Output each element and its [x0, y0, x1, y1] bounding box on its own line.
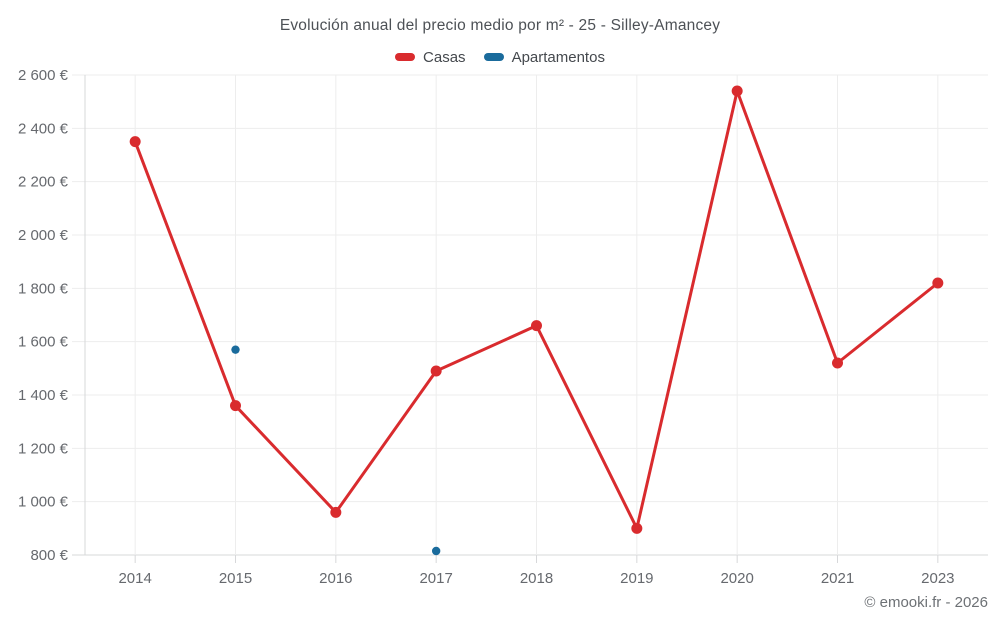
y-axis-tick-label: 2 200 €: [18, 174, 69, 191]
data-point-casas-2015[interactable]: [230, 400, 241, 412]
casas-series-swatch-icon: [395, 53, 416, 61]
x-axis-tick-label: 2015: [219, 570, 252, 587]
legend-item-casas[interactable]: Casas: [395, 49, 466, 66]
data-point-casas-2014[interactable]: [129, 136, 141, 148]
chart-legend: Casas Apartamentos: [0, 46, 1000, 68]
legend-label-casas: Casas: [423, 48, 466, 66]
data-point-casas-2016[interactable]: [330, 506, 342, 518]
y-axis-tick-label: 1 000 €: [18, 494, 69, 511]
chart-title: Evolución anual del precio medio por m² …: [279, 17, 721, 34]
x-axis-tick-label: 2019: [620, 570, 653, 587]
y-axis-tick-label: 1 200 €: [18, 440, 69, 457]
x-axis-tick-label: 2018: [520, 570, 553, 587]
legend-label-apartamentos: Apartamentos: [511, 48, 605, 66]
data-point-casas-2020[interactable]: [731, 85, 743, 97]
data-point-apartamentos-2017[interactable]: [431, 546, 441, 556]
legend-item-apartamentos[interactable]: Apartamentos: [483, 48, 605, 66]
y-axis-tick-label: 2 400 €: [18, 120, 69, 137]
y-axis-tick-label: 2 600 €: [18, 67, 69, 84]
x-axis-tick-label: 2016: [319, 570, 352, 587]
x-axis-tick-label: 2023: [921, 570, 954, 587]
data-point-casas-2019[interactable]: [631, 522, 643, 534]
x-axis-tick-label: 2021: [821, 570, 854, 587]
x-axis-tick-label: 2020: [720, 570, 753, 587]
y-axis-tick-label: 1 600 €: [18, 334, 69, 351]
x-axis-tick-label: 2014: [118, 570, 151, 587]
watermark: © emooki.fr - 2026: [864, 594, 988, 611]
y-axis-tick-label: 1 400 €: [18, 387, 69, 404]
data-point-casas-2023[interactable]: [932, 277, 944, 289]
data-point-apartamentos-2015[interactable]: [231, 345, 240, 354]
data-point-casas-2017[interactable]: [430, 365, 442, 377]
data-point-casas-2021[interactable]: [832, 357, 843, 369]
y-axis-tick-label: 2 000 €: [18, 227, 69, 244]
y-axis-tick-label: 800 €: [30, 547, 68, 564]
y-axis-tick-label: 1 800 €: [18, 280, 69, 297]
apartamentos-series-swatch-icon: [483, 53, 504, 61]
x-axis-tick-label: 2017: [419, 570, 452, 587]
data-point-casas-2018[interactable]: [531, 320, 542, 332]
